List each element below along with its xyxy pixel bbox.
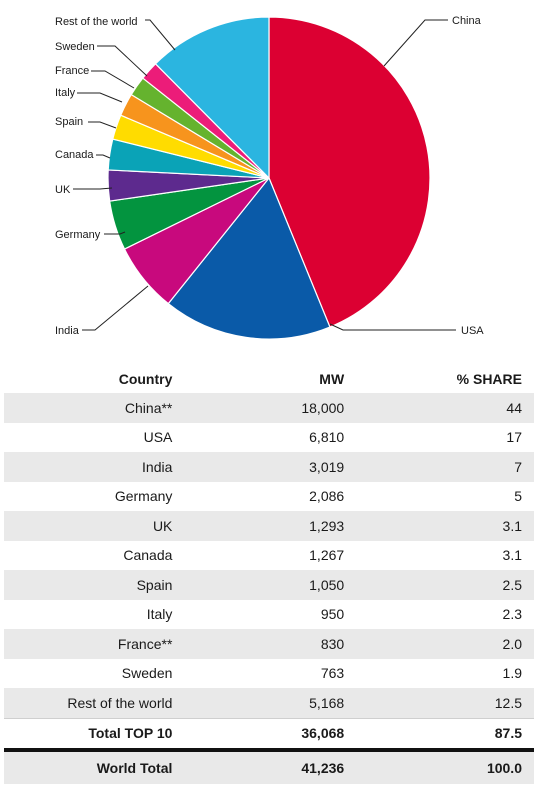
table-row: France** 830 2.0 [4,629,534,659]
cell-country: Italy [146,606,173,623]
cell-country: UK [4,511,173,541]
header-mw: MW [319,371,345,387]
cell-mw: 2,086 [309,488,345,505]
table-body: China** 18,000 44 USA 6,810 17 India 3,019 7 Germ… [4,393,534,784]
leader-line-france [91,70,135,89]
slice-label-sweden: Sweden [55,41,95,53]
cell-mw: 830 [172,629,345,659]
table-row: Germany 2,086 5 [4,482,534,512]
pie-slice-china [268,16,431,328]
cell-mw: 5,168 [172,688,345,718]
leader-line-china [383,19,448,67]
cell-mw: 1,267 [309,547,345,564]
leader-line-germany [104,231,126,235]
cell-share: 3.1 [502,547,522,564]
header-share: % SHARE [456,371,522,387]
cell-mw: 3,019 [172,452,345,482]
cell-mw: 36,068 [172,717,345,750]
cell-share: 12.5 [344,688,534,718]
table-row: China** 18,000 44 [4,393,534,423]
cell-country: Rest of the world [4,688,173,718]
cell-mw: 1,293 [172,511,345,541]
pie-slice-rest-of-the-world [154,16,270,180]
cell-mw: 18,000 [172,393,345,423]
cell-mw: 6,810 [309,429,345,446]
world-total-row: World Total 41,236 100.0 [4,748,534,784]
slice-label-rest-of-the-world: Rest of the world [55,16,138,28]
cell-share: 17 [506,429,522,446]
pie-chart-svg: China USA India Germany UK Canada Spain Italy Fr… [55,15,484,340]
slice-label-germany: Germany [55,229,101,241]
cell-share: 3.1 [344,511,534,541]
slice-label-uk: UK [55,184,71,196]
cell-share: 2.3 [502,606,522,623]
cell-share: 1.9 [502,665,522,682]
cell-mw: 950 [320,606,345,623]
cell-share: 100.0 [344,748,534,784]
cell-country: World Total [4,748,173,784]
pie-chart: China USA India Germany UK Canada Spain Italy Fr… [0,0,540,350]
cell-share: 87.5 [344,717,534,750]
cell-share: 7 [344,452,534,482]
cell-country: USA [143,429,173,446]
leader-line-italy [77,92,123,103]
header-country: Country [118,371,173,387]
slice-label-spain: Spain [55,116,83,128]
capacity-table: Country MW % SHARE China** 18,000 44 USA 6,8… [4,365,534,784]
slice-label-usa: USA [461,325,484,337]
cell-country: Germany [114,488,173,505]
table-row: USA 6,810 17 [4,423,534,453]
leader-line-india [82,285,149,331]
pie-slice-usa [167,176,331,340]
table-row: Italy 950 2.3 [4,600,534,630]
leader-line-spain [88,121,117,129]
table-row: Rest of the world 5,168 12.5 [4,688,534,718]
cell-country: Sweden [121,665,173,682]
cell-share: 2.5 [344,570,534,600]
total-top10-row: Total TOP 10 36,068 87.5 [4,717,534,750]
table-row: Spain 1,050 2.5 [4,570,534,600]
slice-label-india: India [55,325,80,337]
leader-line-rest-of-the-world [145,19,176,51]
slice-label-france: France [55,65,89,77]
cell-country: Canada [123,547,173,564]
table-row: India 3,019 7 [4,452,534,482]
table-header-row: Country MW % SHARE [4,365,534,393]
cell-country: Total TOP 10 [4,717,173,750]
leader-line-sweden [97,45,148,77]
cell-country: France** [4,629,173,659]
cell-mw: 1,050 [172,570,345,600]
leader-line-usa [329,323,456,331]
table-row: UK 1,293 3.1 [4,511,534,541]
cell-mw: 763 [320,665,345,682]
slice-label-italy: Italy [55,87,76,99]
table-row: Canada 1,267 3.1 [4,541,534,571]
cell-share: 2.0 [344,629,534,659]
slice-label-canada: Canada [55,149,94,161]
table-row: Sweden 763 1.9 [4,659,534,689]
leader-line-uk [73,187,113,190]
cell-country: Spain [4,570,173,600]
cell-country: India [4,452,173,482]
cell-share: 44 [344,393,534,423]
cell-mw: 41,236 [172,748,345,784]
slice-label-china: China [452,15,482,27]
leader-line-canada [96,154,111,159]
cell-country: China** [4,393,173,423]
cell-share: 5 [514,488,522,505]
